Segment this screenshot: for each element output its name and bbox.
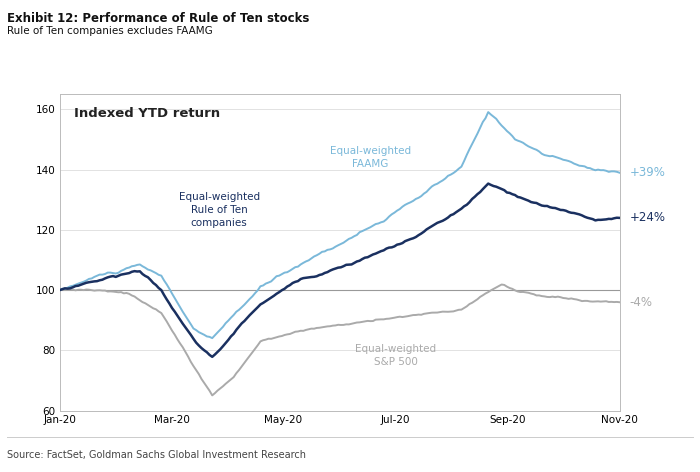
Text: -4%: -4% bbox=[629, 296, 652, 309]
Text: Rule of Ten companies excludes FAAMG: Rule of Ten companies excludes FAAMG bbox=[7, 26, 213, 36]
Text: Indexed YTD return: Indexed YTD return bbox=[74, 107, 220, 120]
Text: Source: FactSet, Goldman Sachs Global Investment Research: Source: FactSet, Goldman Sachs Global In… bbox=[7, 450, 306, 460]
Text: Equal-weighted
FAAMG: Equal-weighted FAAMG bbox=[330, 146, 411, 169]
Text: Equal-weighted
Rule of Ten
companies: Equal-weighted Rule of Ten companies bbox=[178, 192, 260, 228]
Text: Equal-weighted
S&P 500: Equal-weighted S&P 500 bbox=[355, 344, 436, 367]
Text: Exhibit 12: Performance of Rule of Ten stocks: Exhibit 12: Performance of Rule of Ten s… bbox=[7, 12, 309, 25]
Text: +39%: +39% bbox=[629, 166, 666, 179]
Text: +24%: +24% bbox=[629, 211, 666, 224]
